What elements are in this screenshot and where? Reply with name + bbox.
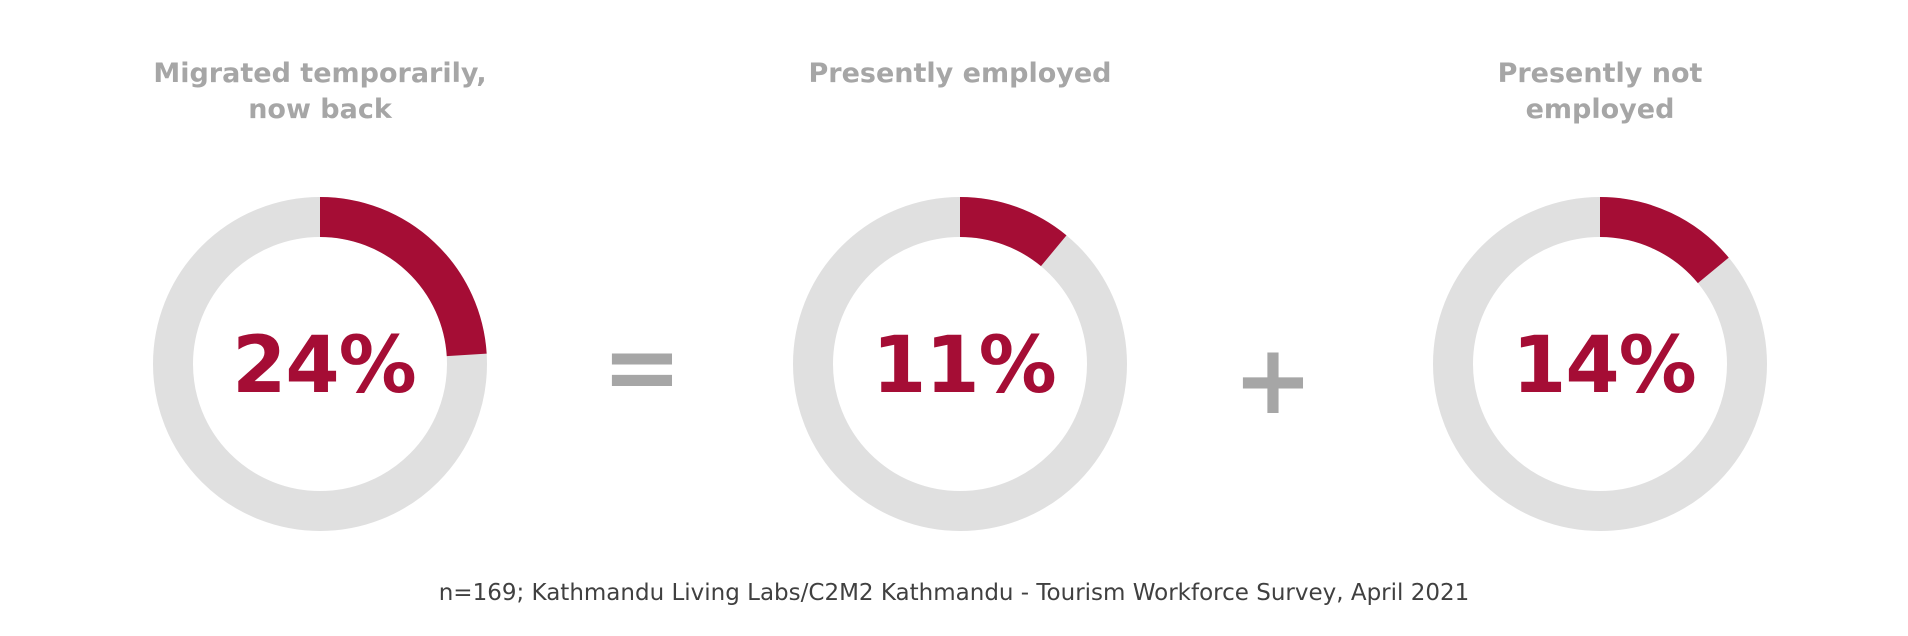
- donut-3-value: 14%: [1512, 321, 1696, 411]
- donut-1-arc: [153, 197, 487, 531]
- donut-2-value: 11%: [872, 321, 1056, 411]
- donut-2: Presently employed 11%: [793, 58, 1127, 531]
- donut-3-title-line-1: Presently not: [1498, 58, 1703, 89]
- donut-3-arc: [1433, 197, 1767, 531]
- donut-2-title-line-1: Presently employed: [809, 58, 1112, 89]
- source-note: n=169; Kathmandu Living Labs/C2M2 Kathma…: [439, 580, 1470, 606]
- donut-1: Migrated temporarily, now back 24%: [153, 58, 487, 531]
- plus-operator: +: [1233, 324, 1313, 436]
- equals-operator: =: [602, 311, 682, 423]
- donut-2-arc: [793, 197, 1127, 531]
- donut-3: Presently not employed 14%: [1433, 58, 1767, 531]
- donut-1-title-line-2: now back: [248, 94, 393, 125]
- donut-1-value: 24%: [232, 321, 416, 411]
- donut-3-title-line-2: employed: [1526, 94, 1675, 125]
- donut-1-title-line-1: Migrated temporarily,: [153, 58, 486, 89]
